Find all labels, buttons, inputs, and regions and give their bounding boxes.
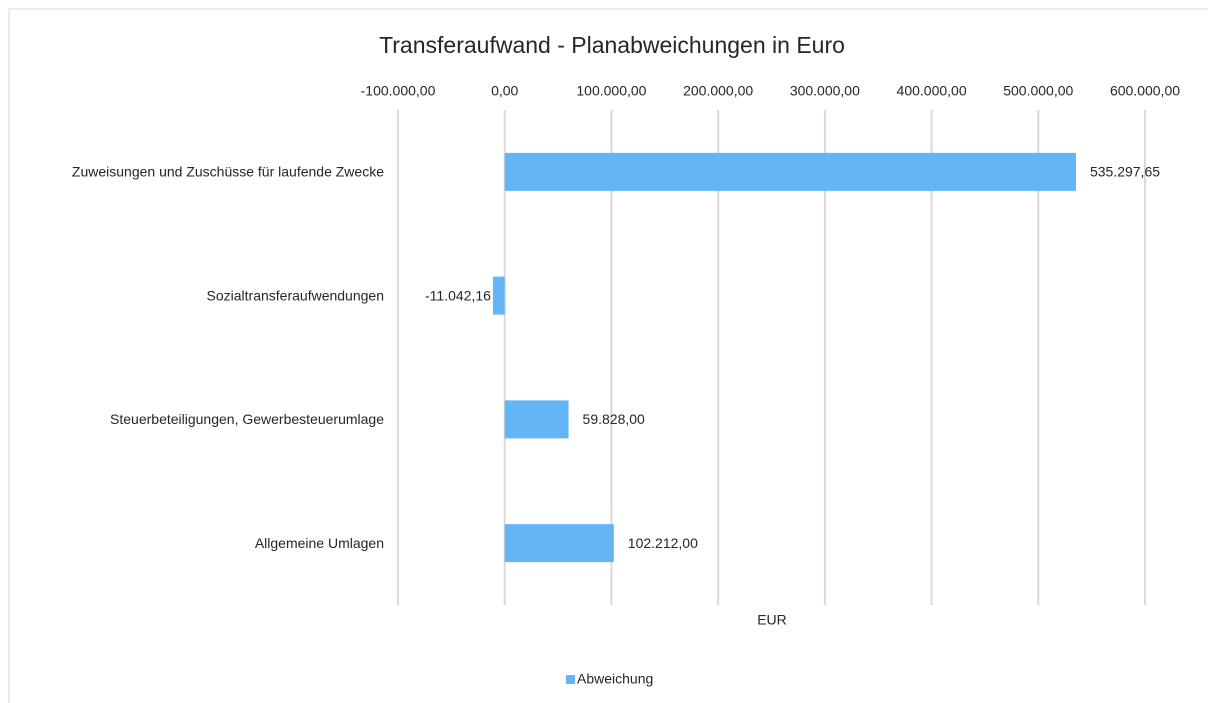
y-tick-label: Steuerbeteiligungen, Gewerbesteuerumlage — [110, 411, 384, 427]
legend-label: Abweichung — [577, 671, 653, 687]
chart-title: Transferaufwand - Planabweichungen in Eu… — [379, 32, 845, 58]
x-tick-label: 100.000,00 — [576, 83, 646, 99]
x-tick-label: 300.000,00 — [790, 83, 860, 99]
data-label: 535.297,65 — [1090, 164, 1160, 180]
bar — [492, 276, 505, 315]
data-label: -11.042,16 — [425, 287, 491, 303]
legend-swatch — [566, 675, 575, 684]
bar — [504, 400, 569, 439]
x-tick-label: -100.000,00 — [361, 83, 436, 99]
y-tick-label: Allgemeine Umlagen — [255, 535, 384, 551]
x-axis-title: EUR — [757, 612, 787, 628]
x-tick-label: 0,00 — [491, 83, 518, 99]
x-tick-label: 400.000,00 — [897, 83, 967, 99]
y-tick-label: Sozialtransferaufwendungen — [207, 287, 384, 303]
bar — [504, 152, 1076, 191]
bar — [504, 524, 614, 563]
x-tick-label: 200.000,00 — [683, 83, 753, 99]
chart-frame — [8, 8, 1208, 703]
data-label: 59.828,00 — [583, 411, 645, 427]
y-tick-label: Zuweisungen und Zuschüsse für laufende Z… — [72, 164, 384, 180]
data-label: 102.212,00 — [628, 535, 698, 551]
x-tick-label: 500.000,00 — [1003, 83, 1073, 99]
x-tick-label: 600.000,00 — [1110, 83, 1180, 99]
